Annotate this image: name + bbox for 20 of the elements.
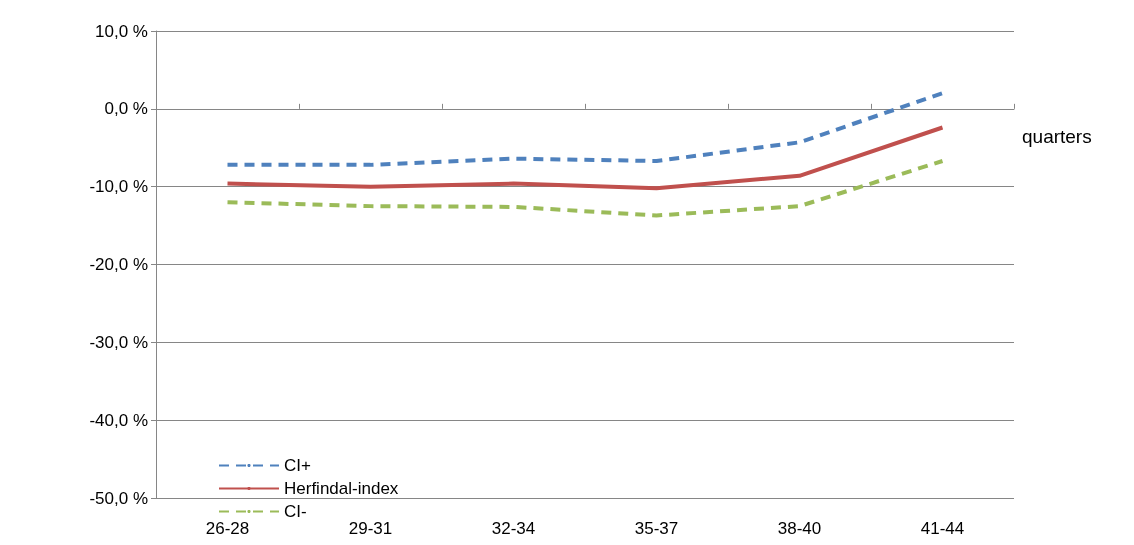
x-tick-label: 38-40 xyxy=(777,519,822,538)
x-axis-title: quarters xyxy=(1022,125,1092,147)
y-tick-label: 0,0 % xyxy=(104,99,148,119)
y-tick-label: -30,0 % xyxy=(89,332,148,352)
x-tick-label: 35-37 xyxy=(634,519,679,538)
x-tick-label: 26-28 xyxy=(205,519,250,538)
legend-label: CI- xyxy=(284,502,307,521)
y-tick-label: -50,0 % xyxy=(89,488,148,508)
x-tick-label: 29-31 xyxy=(348,519,393,538)
y-tick-label: -10,0 % xyxy=(89,177,148,197)
line-series xyxy=(225,91,945,167)
y-tick-label: -40,0 % xyxy=(89,410,148,430)
y-tick-label: -20,0 % xyxy=(89,255,148,274)
x-tick-label: 41-44 xyxy=(920,519,965,538)
line-series xyxy=(225,125,945,191)
line-series xyxy=(225,158,945,218)
y-tick-label: 10,0 % xyxy=(95,21,148,41)
legend-label: CI+ xyxy=(284,456,311,475)
x-tick-label: 32-34 xyxy=(491,519,536,538)
legend-label: Herfindal-index xyxy=(284,479,399,498)
